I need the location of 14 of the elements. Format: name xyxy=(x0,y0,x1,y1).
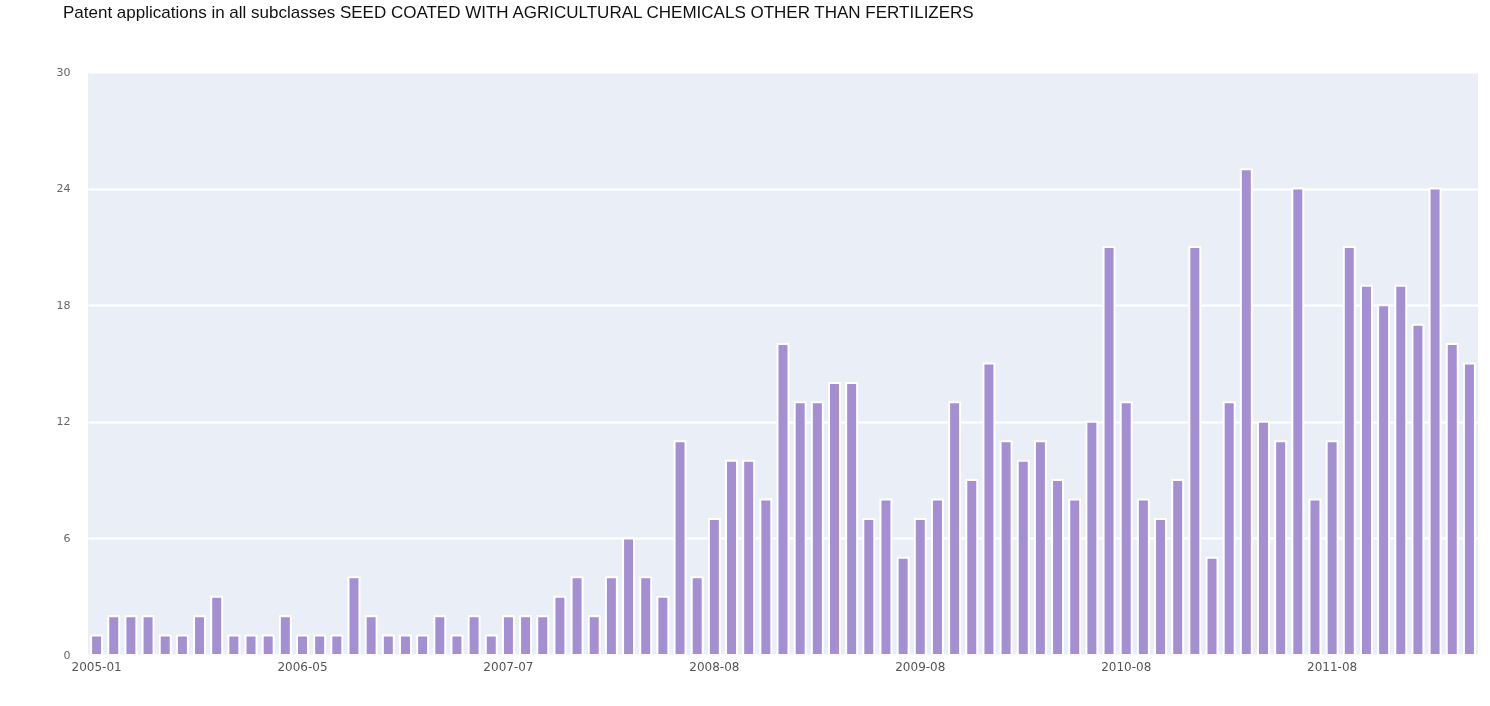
x-tick-label: 2008-08 xyxy=(689,659,740,674)
y-tick-label: 12 xyxy=(56,415,71,429)
x-tick-label: 2007-07 xyxy=(483,659,534,674)
x-tick-label: 2006-05 xyxy=(277,659,328,674)
chart-title: Patent applications in all subclasses SEED COATED WITH AGRICULTURAL CHEMICALS OTHER THAN FERTILIZERS xyxy=(63,3,974,22)
x-tick-label: 2005-01 xyxy=(71,659,122,674)
y-tick-label: 0 xyxy=(63,648,71,662)
x-tick-label: 2010-08 xyxy=(1101,659,1152,674)
y-tick-label: 24 xyxy=(56,182,71,196)
x-tick-label: 2011-08 xyxy=(1307,659,1358,674)
y-tick-label: 30 xyxy=(56,65,71,79)
y-tick-label: 18 xyxy=(56,298,71,312)
y-tick-label: 6 xyxy=(63,531,71,545)
x-tick-label: 2009-08 xyxy=(895,659,946,674)
